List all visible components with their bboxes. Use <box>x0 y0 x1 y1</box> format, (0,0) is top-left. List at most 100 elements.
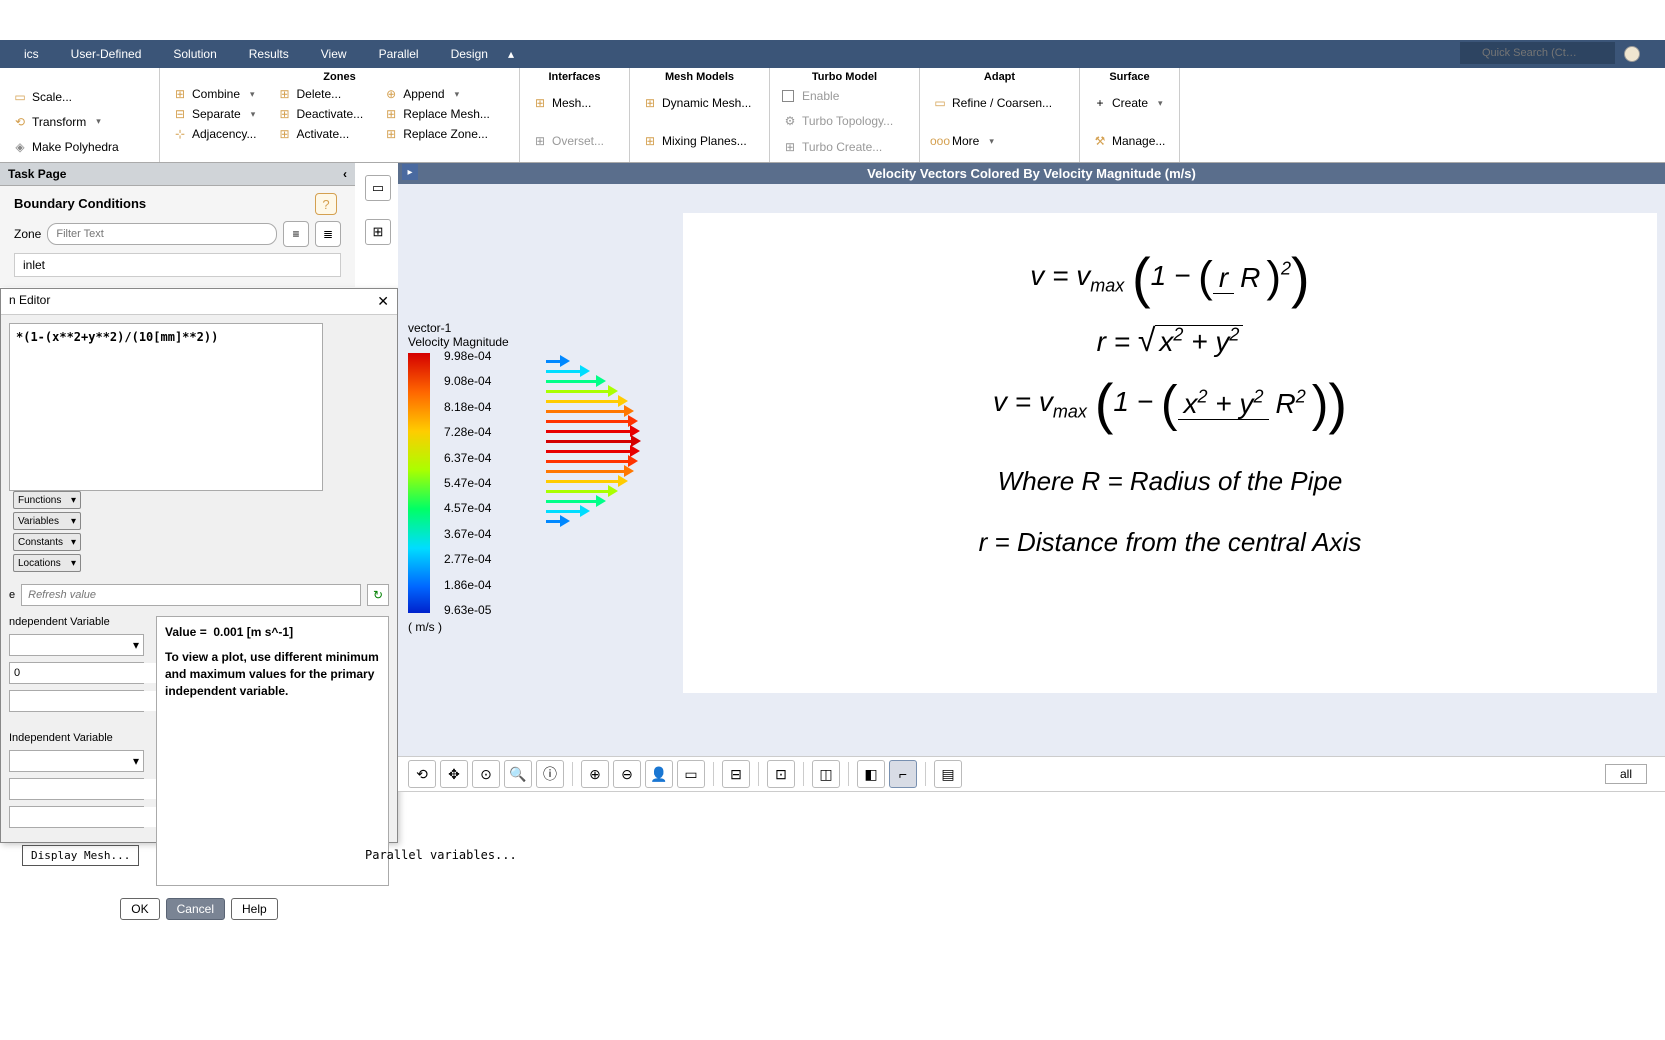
separate-button[interactable]: ⊟Separate▾ <box>168 104 260 124</box>
colorbar-tick-label: 7.28e-04 <box>444 425 491 439</box>
transform-button[interactable]: ⟲Transform▾ <box>8 112 151 132</box>
combine-button[interactable]: ⊞Combine▾ <box>168 84 260 104</box>
mixing-planes-button[interactable]: ⊞Mixing Planes... <box>638 131 761 151</box>
adapt-group-title: Adapt <box>928 70 1071 84</box>
menu-item-results[interactable]: Results <box>233 47 305 61</box>
list-icon[interactable]: ▤ <box>934 760 962 788</box>
activate-button[interactable]: ⊞Activate... <box>272 124 367 144</box>
locations-dropdown[interactable]: Locations▾ <box>13 554 81 572</box>
zoom-to-icon[interactable]: ⊙ <box>472 760 500 788</box>
menu-item-design[interactable]: Design <box>435 47 504 61</box>
editor-title: n Editor <box>9 293 50 310</box>
all-selector[interactable]: all <box>1605 764 1647 784</box>
overset-button[interactable]: ⊞Overset... <box>528 131 621 151</box>
delete-button[interactable]: ⊞Delete... <box>272 84 367 104</box>
dynamic-mesh-button[interactable]: ⊞Dynamic Mesh... <box>638 93 761 113</box>
equation-desc-1: Where R = Radius of the Pipe <box>703 466 1637 497</box>
make-polyhedra-button[interactable]: ◈Make Polyhedra <box>8 137 151 157</box>
close-icon[interactable]: ✕ <box>377 293 389 310</box>
surface-group-title: Surface <box>1088 70 1171 84</box>
pan-icon[interactable]: ✥ <box>440 760 468 788</box>
scale-button[interactable]: ▭Scale... <box>8 87 151 107</box>
colorbar-tick-label: 2.77e-04 <box>444 552 491 566</box>
colorbar-quantity: Velocity Magnitude <box>408 335 509 349</box>
independent-var-spin-2[interactable]: ▲▼ <box>9 690 144 712</box>
task-page-title: Task Page <box>8 167 66 181</box>
replace-mesh-button[interactable]: ⊞Replace Mesh... <box>379 104 494 124</box>
shelf-button-1[interactable]: ▭ <box>365 175 391 201</box>
create-surface-button[interactable]: +Create▾ <box>1088 93 1171 113</box>
turbo-create-button[interactable]: ⊞Turbo Create... <box>778 137 911 157</box>
menu-item-parallel[interactable]: Parallel <box>363 47 435 61</box>
zoom-in-icon[interactable]: ⊕ <box>581 760 609 788</box>
zone-filter-input[interactable] <box>47 223 277 245</box>
menu-item-solution[interactable]: Solution <box>157 47 232 61</box>
help-button[interactable]: ? <box>315 193 337 215</box>
equation-desc-2: r = Distance from the central Axis <box>703 527 1637 558</box>
expression-textarea[interactable]: *(1-(x**2+y**2)/(10[mm]**2)) <box>9 323 323 491</box>
task-page-collapse-icon[interactable]: ‹ <box>343 167 347 181</box>
graphics-viewport: ▸ Velocity Vectors Colored By Velocity M… <box>398 163 1665 791</box>
rotate-icon[interactable]: ⟲ <box>408 760 436 788</box>
perspective-icon[interactable]: ◧ <box>857 760 885 788</box>
unknown-icon-1[interactable]: ⊟ <box>722 760 750 788</box>
independent-var-combo-1[interactable]: ▾ <box>9 634 144 656</box>
colorbar-tick-label: 1.86e-04 <box>444 578 491 592</box>
independent-var-label-2: Independent Variable <box>9 732 144 744</box>
info-icon[interactable]: ⓘ <box>536 760 564 788</box>
menu-item-view[interactable]: View <box>305 47 363 61</box>
independent-var-spin-1[interactable]: ▲▼ <box>9 662 144 684</box>
refresh-button[interactable]: ↻ <box>367 584 389 606</box>
zoom-icon[interactable]: 🔍 <box>504 760 532 788</box>
task-page: Task Page ‹ Boundary Conditions ? Zone ≡… <box>0 163 355 287</box>
variables-dropdown[interactable]: Variables▾ <box>13 512 81 530</box>
mesh-interfaces-button[interactable]: ⊞Mesh... <box>528 93 621 113</box>
independent-var-spin-3[interactable]: ▲▼ <box>9 778 144 800</box>
append-button[interactable]: ⊕Append▾ <box>379 84 494 104</box>
shelf-button-2[interactable]: ⊞ <box>365 219 391 245</box>
cancel-button[interactable]: Cancel <box>166 898 225 920</box>
independent-var-combo-2[interactable]: ▾ <box>9 750 144 772</box>
replace-zone-button[interactable]: ⊞Replace Zone... <box>379 124 494 144</box>
menu-item-physics[interactable]: ics <box>8 47 55 61</box>
zoom-out-icon[interactable]: ⊖ <box>613 760 641 788</box>
menu-collapse-icon[interactable]: ▴ <box>508 47 514 61</box>
constants-dropdown[interactable]: Constants▾ <box>13 533 81 551</box>
equation-1: v = vmax (1 − (rR)2) <box>703 245 1637 310</box>
axes-icon[interactable]: ⌐ <box>889 760 917 788</box>
adjacency-button[interactable]: ⊹Adjacency... <box>168 124 260 144</box>
viewport-badge-icon[interactable]: ▸ <box>402 164 418 180</box>
turbo-group-title: Turbo Model <box>778 70 911 84</box>
help-icon[interactable] <box>1624 46 1640 62</box>
deactivate-button[interactable]: ⊞Deactivate... <box>272 104 367 124</box>
help-button-dialog[interactable]: Help <box>231 898 278 920</box>
refine-coarsen-button[interactable]: ▭Refine / Coarsen... <box>928 93 1071 113</box>
turbo-topology-button[interactable]: ⚙Turbo Topology... <box>778 111 911 131</box>
velocity-vectors <box>546 353 641 529</box>
zone-filter-button-2[interactable]: ≣ <box>315 221 341 247</box>
quick-search-input[interactable] <box>1460 42 1615 64</box>
menu-item-user-defined[interactable]: User-Defined <box>55 47 158 61</box>
zones-group-title: Zones <box>168 70 511 84</box>
colorbar-tick-label: 9.08e-04 <box>444 374 491 388</box>
main-menubar: ics User-Defined Solution Results View P… <box>0 40 1665 68</box>
colorbar-tick-label: 5.47e-04 <box>444 476 491 490</box>
colorbar: vector-1 Velocity Magnitude 9.98e-049.08… <box>408 321 509 634</box>
ok-button[interactable]: OK <box>120 898 159 920</box>
enable-turbo-checkbox[interactable]: Enable <box>778 87 911 105</box>
independent-var-spin-4[interactable] <box>9 806 144 828</box>
manage-surface-button[interactable]: ⚒Manage... <box>1088 131 1171 151</box>
page-icon[interactable]: ▭ <box>677 760 705 788</box>
cube-icon[interactable]: ◫ <box>812 760 840 788</box>
zone-label: Zone <box>14 227 41 241</box>
zone-list-item-inlet[interactable]: inlet <box>14 253 341 277</box>
person-icon[interactable]: 👤 <box>645 760 673 788</box>
colorbar-unit: ( m/s ) <box>408 620 509 634</box>
functions-dropdown[interactable]: Functions▾ <box>13 491 81 509</box>
unknown-icon-2[interactable]: ⊡ <box>767 760 795 788</box>
zone-filter-button-1[interactable]: ≡ <box>283 221 309 247</box>
more-adapt-button[interactable]: oooMore▾ <box>928 131 1071 151</box>
equation-3: v = vmax (1 − (x2 + y2R2)) <box>703 371 1637 436</box>
display-mesh-button[interactable]: Display Mesh... <box>22 845 139 866</box>
refresh-value-input[interactable] <box>21 584 361 606</box>
